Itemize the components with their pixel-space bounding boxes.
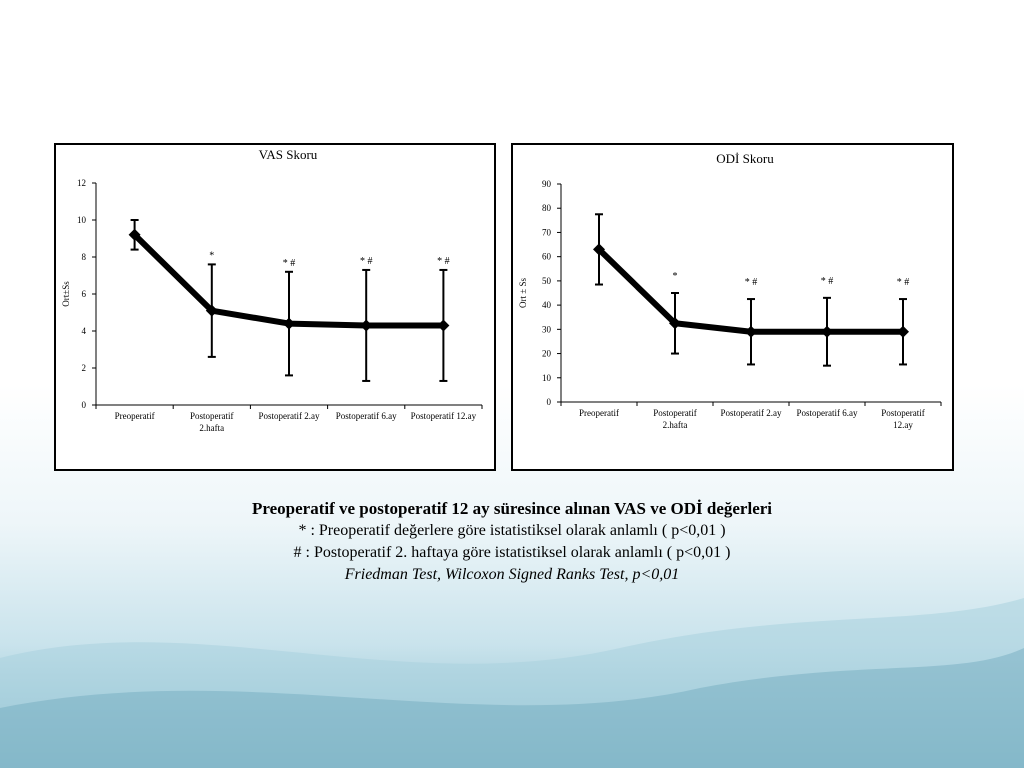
vas-category-label: Postoperatif 6.ay <box>336 411 397 421</box>
odi-data-point <box>897 325 909 338</box>
odi-chart-title: ODİ Skoru <box>716 151 774 166</box>
odi-category-label: Postoperatif 2.ay <box>721 408 782 418</box>
vas-y-tick-label: 12 <box>77 178 86 188</box>
odi-y-tick-label: 10 <box>542 373 552 383</box>
vas-y-tick-label: 6 <box>82 289 87 299</box>
odi-category-label: Preoperatif <box>579 408 619 418</box>
vas-y-axis-label: Ort±Ss <box>61 281 71 307</box>
odi-y-tick-label: 60 <box>542 252 552 262</box>
vas-category-label: Postoperatif 12.ay <box>411 411 477 421</box>
vas-y-tick-label: 4 <box>82 326 87 336</box>
background-wave <box>0 598 1024 768</box>
odi-significance-marker: * # <box>821 276 834 287</box>
odi-data-point <box>821 325 833 338</box>
odi-category-label: Postoperatif 12.ay <box>881 408 925 430</box>
odi-y-tick-label: 30 <box>542 324 552 334</box>
vas-significance-marker: * # <box>437 256 450 267</box>
odi-y-axis-label: Ort ± Ss <box>518 278 528 308</box>
vas-data-point <box>128 228 141 241</box>
odi-significance-marker: * # <box>897 277 910 288</box>
odi-y-tick-label: 90 <box>542 179 552 189</box>
odi-y-tick-label: 0 <box>547 397 552 407</box>
vas-category-label: Preoperatif <box>115 411 155 421</box>
odi-category-label: Postoperatif 6.ay <box>797 408 858 418</box>
vas-data-point <box>283 317 295 330</box>
vas-data-point <box>205 304 218 317</box>
vas-chart-title: VAS Skoru <box>259 147 318 162</box>
caption-note-hash: # : Postoperatif 2. haftaya göre istatis… <box>293 544 731 561</box>
vas-category-label: Postoperatif 2.hafta <box>190 411 234 433</box>
vas-chart-panel: VAS Skoru Ort±Ss 0 2 4 6 8 10 12 Preoperatif Posto… <box>54 143 496 471</box>
odi-y-tick-label: 20 <box>542 349 552 359</box>
figure-caption-title: Preoperatif ve postoperatif 12 ay süresi… <box>251 499 773 518</box>
vas-data-point <box>437 319 450 332</box>
odi-category-label: Postoperatif 2.hafta <box>653 408 697 430</box>
vas-category-label: Postoperatif 2.ay <box>259 411 320 421</box>
odi-data-point <box>745 325 757 338</box>
odi-y-tick-label: 70 <box>542 227 552 237</box>
vas-significance-marker: * # <box>283 258 296 269</box>
vas-y-tick-label: 2 <box>82 363 87 373</box>
odi-data-point <box>669 317 681 330</box>
odi-significance-marker: * <box>673 271 678 282</box>
caption-note-tests: Friedman Test, Wilcoxon Signed Ranks Tes… <box>344 566 680 583</box>
vas-chart: VAS Skoru Ort±Ss 0 2 4 6 8 10 12 Preoperatif Posto… <box>61 147 483 433</box>
odi-chart-panel: ODİ Skoru Ort ± Ss 0 10 20 30 40 50 60 70 80 90 Preo… <box>511 143 954 471</box>
caption-note-star: * : Preoperatif değerlere göre istatisti… <box>298 522 726 539</box>
odi-chart: ODİ Skoru Ort ± Ss 0 10 20 30 40 50 60 70 80 90 Preo… <box>518 151 942 430</box>
odi-y-tick-label: 80 <box>542 203 552 213</box>
odi-significance-marker: * # <box>745 277 758 288</box>
vas-significance-marker: * <box>209 250 214 261</box>
odi-y-tick-label: 50 <box>542 276 552 286</box>
vas-y-tick-label: 8 <box>82 252 87 262</box>
vas-y-tick-label: 0 <box>82 400 87 410</box>
odi-data-point <box>593 243 605 256</box>
vas-significance-marker: * # <box>360 256 373 267</box>
vas-y-tick-label: 10 <box>77 215 87 225</box>
odi-y-tick-label: 40 <box>542 300 552 310</box>
vas-data-point <box>360 319 373 332</box>
